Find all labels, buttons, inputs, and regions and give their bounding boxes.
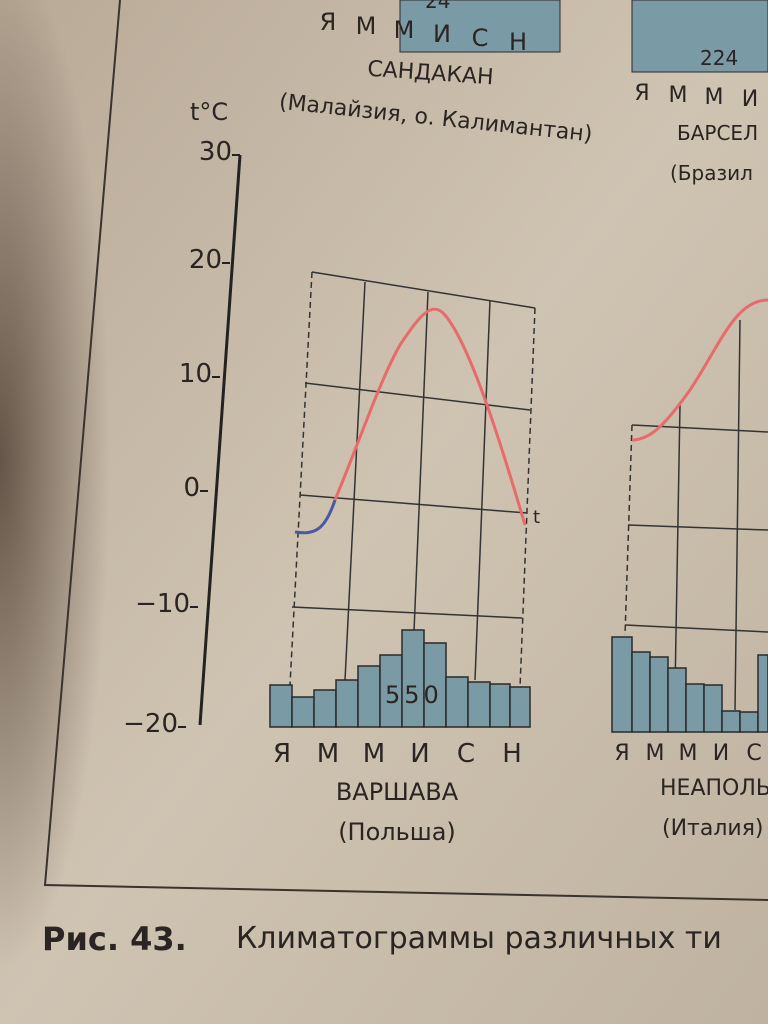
month-label: И (742, 87, 758, 112)
tick-label: −20 (123, 709, 178, 739)
warsaw-grid (289, 271, 536, 689)
warsaw-bars (269, 629, 531, 728)
naples-grid (624, 319, 768, 711)
month-label: М (394, 16, 415, 44)
tick-label: 0 (183, 473, 200, 503)
month-label: М (669, 83, 688, 108)
month-label: С (746, 741, 761, 766)
city: НЕАПОЛЬ (660, 776, 768, 801)
month-label: М (363, 739, 385, 769)
city: БАРСЕЛ (677, 121, 758, 145)
month-label: Я (614, 741, 629, 766)
tick-label: 10 (179, 359, 212, 389)
country: (Бразил (670, 161, 753, 185)
country: (Италия) (662, 816, 764, 841)
cold-curve (294, 499, 337, 535)
warm-curve (333, 307, 527, 526)
month-label: С (472, 24, 489, 52)
month-label: М (679, 741, 698, 766)
axis-unit: t°C (190, 98, 228, 126)
sandakan-bars (399, 0, 561, 53)
month-label: И (433, 20, 451, 48)
naples-bars (611, 636, 768, 733)
tick-label: 20 (189, 245, 222, 275)
naples-curve (631, 298, 768, 442)
month-label: Я (273, 739, 291, 769)
curve-label: t (533, 507, 540, 528)
caption-text: Климатограммы различных ти (236, 921, 722, 956)
bar-label: 224 (700, 46, 738, 70)
month-label: М (356, 12, 377, 40)
month-label: Н (509, 28, 527, 56)
month-label: С (457, 739, 475, 769)
frame (43, 0, 768, 901)
month-label: М (705, 85, 724, 110)
city: ВАРШАВА (336, 778, 459, 806)
tick-label: −10 (135, 589, 190, 619)
shadow (0, 0, 220, 1024)
country: (Польша) (338, 818, 456, 846)
bar-label: 24 (425, 0, 450, 13)
month-label: Н (502, 739, 522, 769)
tick-label: 30 (199, 137, 232, 167)
month-label: И (713, 741, 729, 766)
month-label: И (410, 739, 429, 769)
temp-axis (198, 154, 242, 726)
month-label: М (646, 741, 665, 766)
month-label: Я (634, 81, 649, 106)
month-label: М (317, 739, 339, 769)
barcel-bars (631, 0, 768, 73)
caption-number: Рис. 43. (42, 920, 187, 958)
month-label: Я (320, 8, 337, 36)
bar-label: 550 (385, 681, 443, 709)
